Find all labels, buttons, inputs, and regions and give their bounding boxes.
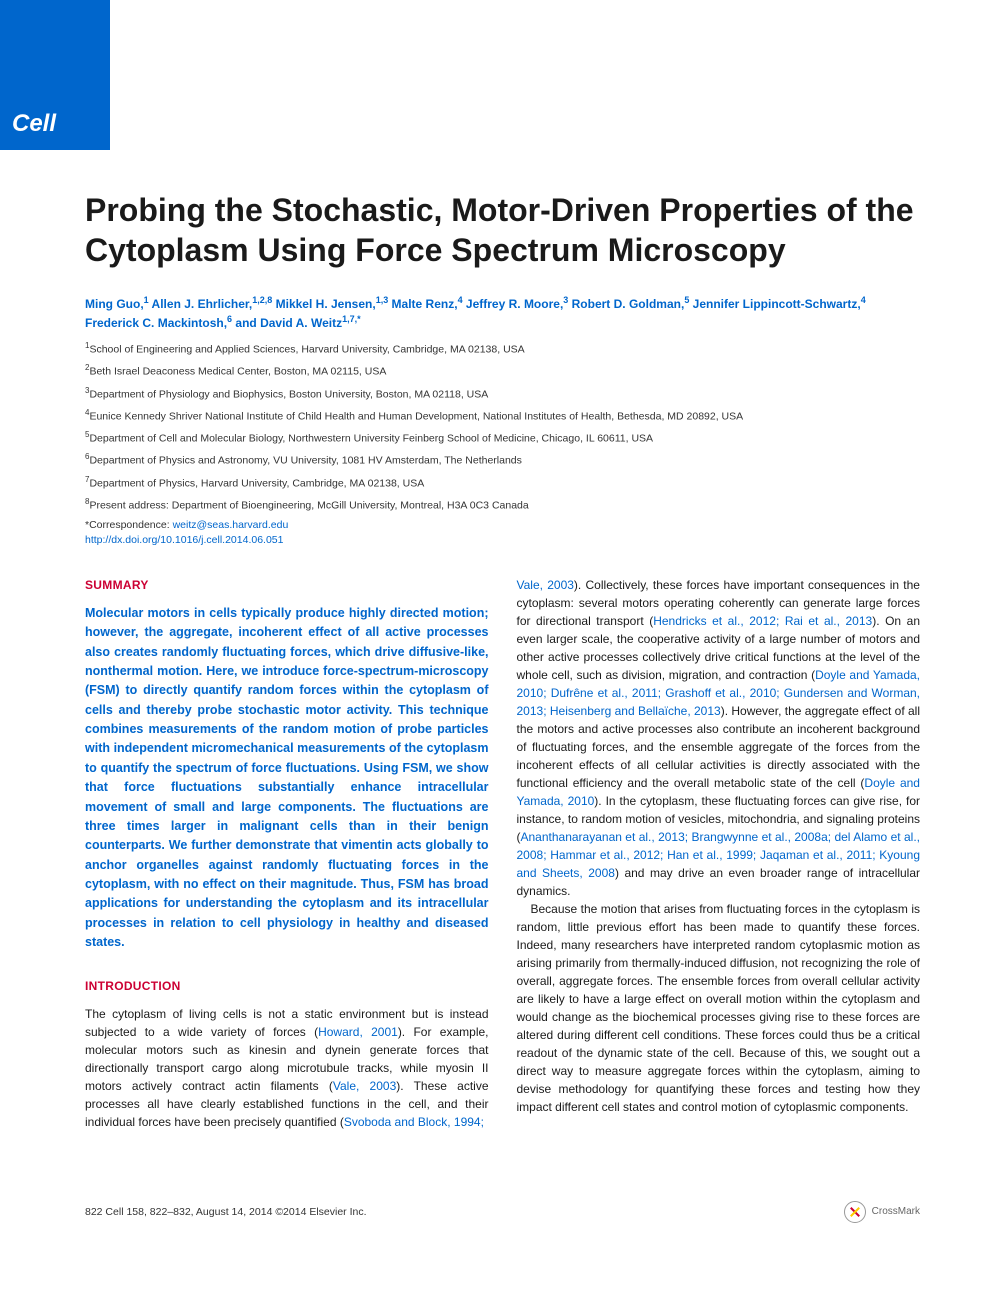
affiliation-line: 4Eunice Kennedy Shriver National Institu… [85,407,920,425]
affiliations-block: 1School of Engineering and Applied Scien… [85,340,920,514]
correspondence: *Correspondence: weitz@seas.harvard.edu [85,518,920,534]
footer-citation: 822 Cell 158, 822–832, August 14, 2014 ©… [85,1206,367,1218]
correspondence-email[interactable]: weitz@seas.harvard.edu [173,519,289,531]
affiliation-line: 3Department of Physiology and Biophysics… [85,385,920,403]
affiliation-line: 2Beth Israel Deaconess Medical Center, B… [85,362,920,380]
crossmark-label: CrossMark [872,1206,920,1217]
page-footer: 822 Cell 158, 822–832, August 14, 2014 ©… [0,1181,1005,1243]
affiliation-line: 6Department of Physics and Astronomy, VU… [85,451,920,469]
left-column: SUMMARY Molecular motors in cells typica… [85,576,489,1131]
affiliation-line: 8Present address: Department of Bioengin… [85,496,920,514]
summary-text: Molecular motors in cells typically prod… [85,604,489,953]
author-list: Ming Guo,1 Allen J. Ehrlicher,1,2,8 Mikk… [85,294,920,332]
article-page: Probing the Stochastic, Motor-Driven Pro… [0,0,1005,1181]
col2-paragraph-2: Because the motion that arises from fluc… [517,900,921,1116]
crossmark-icon [844,1201,866,1223]
doi-link[interactable]: http://dx.doi.org/10.1016/j.cell.2014.06… [85,534,920,546]
introduction-header: INTRODUCTION [85,977,489,995]
affiliation-line: 5Department of Cell and Molecular Biolog… [85,429,920,447]
affiliation-line: 7Department of Physics, Harvard Universi… [85,474,920,492]
journal-brand: Cell [12,110,56,138]
crossmark-badge[interactable]: CrossMark [844,1201,920,1223]
right-column: Vale, 2003). Collectively, these forces … [517,576,921,1131]
correspondence-label: *Correspondence: [85,519,173,531]
affiliation-line: 1School of Engineering and Applied Scien… [85,340,920,358]
summary-header: SUMMARY [85,576,489,594]
article-title: Probing the Stochastic, Motor-Driven Pro… [85,190,920,270]
col2-paragraph-1: Vale, 2003). Collectively, these forces … [517,576,921,900]
intro-paragraph-1: The cytoplasm of living cells is not a s… [85,1005,489,1131]
two-column-body: SUMMARY Molecular motors in cells typica… [85,576,920,1131]
journal-brand-tab: Cell [0,0,110,150]
